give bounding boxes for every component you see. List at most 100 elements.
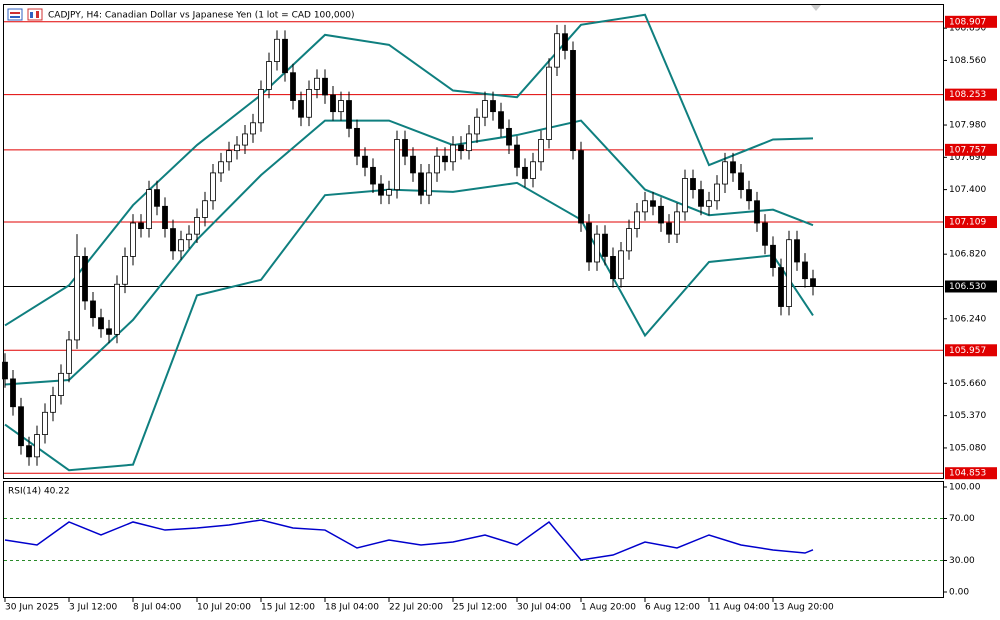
x-tick-label: 10 Jul 20:00 (197, 603, 251, 613)
x-tick-label: 6 Aug 12:00 (645, 603, 700, 613)
y-tick-label: 105.660 (949, 379, 986, 389)
candle-body (426, 172, 432, 196)
candle-body (82, 256, 88, 302)
candle-body (282, 38, 288, 74)
candle-body (650, 200, 656, 207)
candle-body (218, 161, 224, 174)
y-tick-label: 30.00 (949, 556, 975, 566)
candle-body (74, 256, 80, 341)
candle-body (330, 94, 336, 113)
candle-body (794, 239, 800, 263)
y-tick-label: 107.400 (949, 185, 986, 195)
candle-body (98, 317, 104, 330)
x-tick-label: 13 Aug 20:00 (773, 603, 834, 613)
candle-body (386, 189, 392, 196)
candle-body (402, 139, 408, 157)
band-upper (4, 13, 814, 327)
candle-body (570, 50, 576, 152)
main-panel (3, 4, 944, 479)
candle-body (106, 328, 112, 335)
level-label: 105.957 (949, 346, 986, 356)
candle-body (714, 183, 720, 202)
candle-body (666, 222, 672, 235)
candle-body (642, 200, 648, 213)
candle-body (458, 144, 464, 152)
candle-body (490, 100, 496, 113)
candle-body (530, 161, 536, 179)
candle-body (514, 144, 520, 168)
rsi-line (4, 519, 814, 561)
candle-body (682, 178, 688, 213)
icon (30, 12, 33, 18)
scroll-marker (811, 5, 821, 11)
x-tick-label: 22 Jul 20:00 (389, 603, 443, 613)
candle-body (578, 150, 584, 224)
level-label-box (945, 344, 997, 357)
candle-body (602, 233, 608, 257)
y-tick-label: 107.690 (949, 153, 986, 163)
candle-body (594, 233, 600, 263)
rsi-panel (3, 481, 944, 598)
candle-body (538, 139, 544, 163)
y-tick-label: 107.980 (949, 121, 986, 131)
band-middle (4, 119, 814, 386)
candle-body (210, 172, 216, 202)
candle-body (754, 200, 760, 224)
candle-body (314, 77, 320, 90)
candle-body (202, 200, 208, 218)
candle-body (362, 155, 368, 168)
candle-body (2, 361, 8, 380)
candle-body (138, 222, 144, 229)
rsi-title: RSI(14) 40.22 (8, 487, 70, 497)
candle-body (58, 372, 64, 397)
x-tick-label: 11 Aug 04:00 (709, 603, 770, 613)
candle-body (802, 261, 808, 280)
candle-body (18, 406, 24, 447)
icon (27, 8, 43, 21)
candle-body (130, 222, 136, 257)
candle-body (378, 183, 384, 196)
candle-body (338, 100, 344, 113)
candle-body (370, 166, 376, 185)
candle-body (34, 434, 40, 458)
candle-body (554, 33, 560, 68)
candle-body (434, 155, 440, 174)
level-label-box (945, 467, 997, 480)
candle-body (42, 411, 48, 435)
candle-body (194, 217, 200, 235)
level-label-box (945, 143, 997, 156)
candle-body (234, 144, 240, 152)
candle-body (706, 200, 712, 207)
y-tick-label: 70.00 (949, 514, 975, 524)
y-tick-label: 108.560 (949, 56, 986, 66)
candle-body (498, 111, 504, 129)
icon (10, 16, 20, 18)
candle-body (266, 61, 272, 90)
x-tick-label: 8 Jul 04:00 (133, 603, 182, 613)
candle-body (410, 155, 416, 174)
candle-body (690, 178, 696, 191)
y-tick-label: 100.00 (949, 483, 981, 493)
y-tick-label: 105.370 (949, 411, 986, 421)
x-tick-label: 25 Jul 12:00 (453, 603, 507, 613)
toolbar-icons (7, 8, 43, 21)
candle-body (786, 239, 792, 307)
y-tick-label: 106.820 (949, 250, 986, 260)
candle-body (722, 161, 728, 185)
level-label-box (945, 15, 997, 28)
candle-body (418, 172, 424, 196)
x-tick-label: 1 Aug 20:00 (581, 603, 636, 613)
level-label: 108.253 (949, 90, 986, 100)
icon (7, 8, 23, 21)
candle-body (522, 166, 528, 179)
candle-body (618, 250, 624, 280)
candle-body (738, 172, 744, 191)
x-tick-label: 3 Jul 12:00 (69, 603, 118, 613)
y-tick-label: 106.240 (949, 314, 986, 324)
candle-body (762, 222, 768, 246)
candle-body (162, 205, 168, 229)
candle-body (482, 100, 488, 118)
